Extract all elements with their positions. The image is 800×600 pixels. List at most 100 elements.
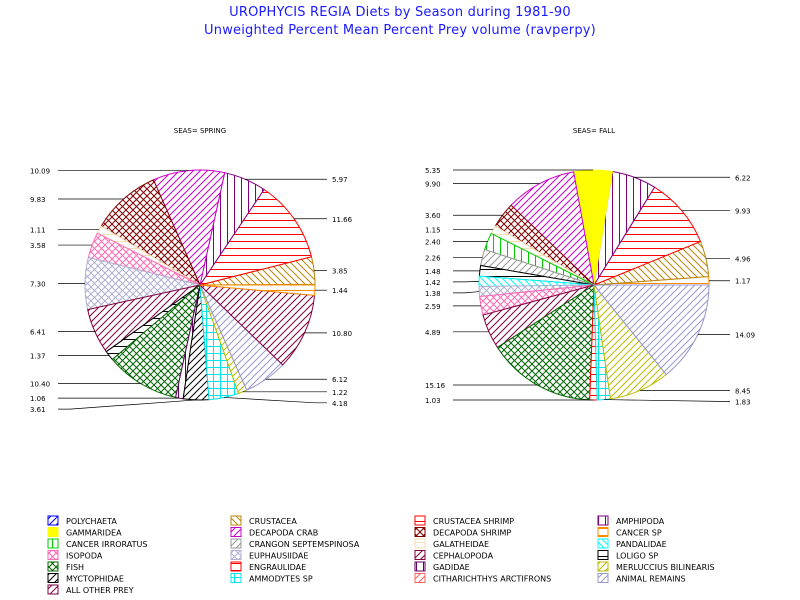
legend-label: ENGRAULIDAE — [249, 563, 306, 572]
slice-label-pandalidae: 1.42 — [425, 279, 441, 287]
legend-swatch — [47, 515, 59, 526]
legend-item-merluccius-bilinearis: MERLUCCIUS BILINEARIS — [597, 561, 715, 572]
legend-swatch — [47, 550, 59, 560]
legend-swatch — [47, 573, 59, 583]
slice-label-gammaridea: 5.35 — [425, 167, 441, 175]
legend-item-crangon-septemspinosa: CRANGON SEPTEMSPINOSA — [230, 538, 360, 549]
legend-label: GALATHEIDAE — [433, 540, 489, 549]
leader-line — [603, 399, 730, 402]
legend-item-citharichthys-arctifrons: CITHARICHTHYS ARCTIFRONS — [414, 573, 551, 584]
pie-slice-fish — [111, 283, 201, 398]
legend-item-cephalopoda: CEPHALOPODA — [414, 550, 494, 561]
legend-label: ISOPODA — [66, 552, 103, 561]
legend-label: FISH — [66, 563, 84, 572]
slice-label-galatheidae: 1.15 — [425, 227, 441, 235]
legend-item-pandalidae: PANDALIDAE — [597, 538, 667, 549]
legend-label: ANIMAL REMAINS — [616, 575, 686, 584]
slice-label-isopoda: 3.58 — [30, 242, 46, 250]
legend-label: MERLUCCIUS BILINEARIS — [616, 563, 715, 572]
legend-item-euphausiidae: EUPHAUSIIDAE — [230, 550, 308, 561]
pie-slice-crustacea-shrimp — [592, 186, 702, 287]
legend-swatch — [414, 561, 426, 572]
slice-label-euphausiidae: 7.30 — [30, 280, 46, 288]
legend-swatch — [414, 573, 426, 583]
legend-swatch — [597, 527, 609, 537]
legend-item-myctophidae: MYCTOPHIDAE — [47, 573, 124, 584]
legend-swatch — [597, 515, 609, 526]
legend-label: GADIDAE — [433, 563, 470, 572]
pie-charts: SEAS= SPRING 5.97 11.66 3.85 1.44 10.80 6.12 1.… — [30, 127, 755, 414]
pie-slice-crustacea-shrimp — [198, 188, 313, 286]
legend-label: AMMODYTES SP — [249, 575, 313, 584]
slice-label-ammodytes-sp: 4.18 — [332, 400, 348, 408]
legend-swatch — [414, 515, 426, 526]
legend-swatch — [230, 515, 242, 526]
pie-slice-decapoda-crab — [152, 169, 226, 287]
legend-swatch — [597, 550, 609, 560]
legend-label: CANCER SP — [616, 529, 662, 538]
leader-line — [453, 291, 480, 294]
legend-swatch — [47, 584, 59, 595]
pie-slice-decapoda-crab — [510, 171, 595, 287]
legend-swatch — [414, 550, 426, 560]
legend-label: PANDALIDAE — [616, 540, 667, 549]
legend-item-all-other-prey: ALL OTHER PREY — [47, 584, 134, 595]
slice-label-decapoda-crab: 9.90 — [425, 181, 441, 189]
slice-label-myctophidae: 3.61 — [30, 406, 46, 414]
slice-label-crustacea-shrimp: 9.93 — [735, 208, 751, 216]
legend-item-animal-remains: ANIMAL REMAINS — [597, 573, 686, 584]
pie-title: SEAS= SPRING — [174, 127, 226, 135]
legend-label: LOLIGO SP — [616, 552, 658, 561]
legend-item-cancer-irroratus: CANCER IRRORATUS — [47, 538, 147, 549]
legend-item-engraulidae: ENGRAULIDAE — [230, 561, 306, 572]
legend-swatch — [230, 550, 242, 560]
slice-label-decapoda-shrimp: 9.83 — [30, 196, 46, 204]
legend-item-amphipoda: AMPHIPODA — [597, 515, 665, 526]
legend-item-polychaeta: POLYCHAETA — [47, 515, 117, 526]
slice-label-cancer-sp: 1.44 — [332, 287, 348, 295]
legend-swatch — [230, 527, 242, 537]
slice-label-crustacea: 3.85 — [332, 267, 348, 275]
legend-swatch — [597, 538, 609, 549]
slice-label-cancer-irroratus: 2.40 — [425, 238, 441, 246]
legend-label: MYCTOPHIDAE — [66, 575, 124, 584]
pie-slice-all-other-prey — [198, 284, 316, 366]
legend-item-ammodytes-sp: AMMODYTES SP — [230, 573, 313, 584]
pie-slice-animal-remains — [592, 284, 710, 376]
legend-label: ALL OTHER PREY — [66, 586, 134, 595]
pie-title: SEAS= FALL — [573, 127, 615, 135]
slice-label-galatheidae: 1.11 — [30, 227, 46, 235]
legend-label: DECAPODA CRAB — [249, 529, 318, 538]
legend: POLYCHAETA CRUSTACEA CRUSTACEA SHRIMP AMPHI… — [47, 515, 715, 595]
legend-item-decapoda-shrimp: DECAPODA SHRIMP — [414, 527, 511, 538]
legend-swatch — [230, 573, 242, 583]
slice-label-isopoda: 2.59 — [425, 303, 441, 311]
legend-label: GAMMARIDEA — [66, 529, 122, 538]
slice-label-amphipoda: 5.97 — [332, 176, 348, 184]
legend-swatch — [597, 561, 609, 572]
slice-label-euphausiidae: 1.38 — [425, 290, 441, 298]
pie-fall: SEAS= FALL 6.22 9.93 4.96 1.17 14.09 8.45 1.83 5… — [425, 127, 755, 406]
slice-label-loligo-sp: 1.37 — [30, 353, 46, 361]
legend-swatch — [230, 561, 242, 572]
legend-item-loligo-sp: LOLIGO SP — [597, 550, 658, 561]
slice-label-animal-remains: 6.12 — [332, 376, 348, 384]
slice-label-gadidae: 1.06 — [30, 395, 46, 403]
leader-line — [58, 399, 197, 410]
slice-label-decapoda-shrimp: 3.60 — [425, 212, 441, 220]
legend-label: CITHARICHTHYS ARCTIFRONS — [433, 575, 551, 584]
slice-label-decapoda-crab: 10.09 — [30, 168, 50, 176]
legend-item-gammaridea: GAMMARIDEA — [47, 527, 122, 538]
slice-label-engraulidae: 1.03 — [425, 397, 441, 405]
legend-label: AMPHIPODA — [616, 517, 665, 526]
legend-swatch — [47, 538, 59, 549]
slice-label-cephalopoda: 4.89 — [425, 329, 441, 337]
slice-label-cephalopoda: 6.41 — [30, 329, 46, 337]
legend-label: CRUSTACEA SHRIMP — [433, 517, 514, 526]
slice-label-animal-remains: 14.09 — [735, 332, 755, 340]
slice-label-crustacea-shrimp: 11.66 — [332, 216, 353, 224]
pie-spring: SEAS= SPRING 5.97 11.66 3.85 1.44 10.80 6.12 1.… — [30, 127, 353, 414]
legend-label: CRANGON SEPTEMSPINOSA — [249, 540, 360, 549]
slice-label-merluccius-bilinearis: 8.45 — [735, 387, 751, 395]
